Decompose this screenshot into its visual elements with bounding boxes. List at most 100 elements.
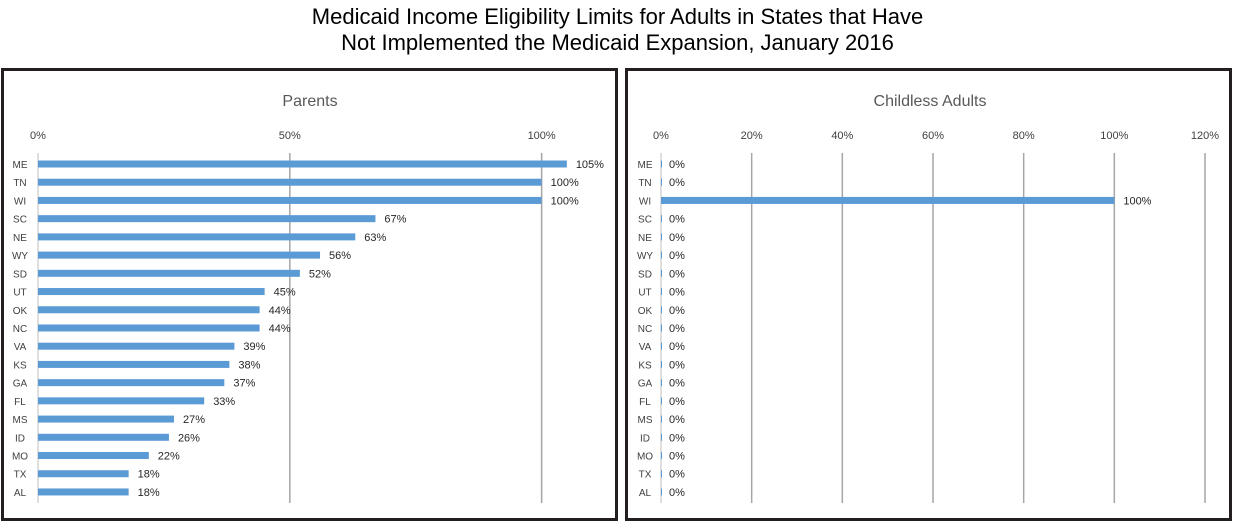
parents-bar [38, 397, 205, 405]
childless-adults-data-label: 0% [669, 323, 685, 335]
main-title-line-2: Not Implemented the Medicaid Expansion, … [341, 30, 894, 55]
childless-adults-tick-label: 120% [1191, 130, 1219, 142]
childless-adults-category-label: NC [638, 324, 652, 335]
parents-data-label: 39% [243, 341, 265, 353]
parents-data-label: 38% [238, 359, 260, 371]
childless-adults-bar [661, 306, 662, 314]
childless-adults-category-label: WY [637, 251, 653, 262]
parents-category-label: WY [12, 251, 28, 262]
parents-data-label: 63% [364, 232, 386, 244]
childless-adults-data-label: 0% [669, 232, 685, 244]
parents-bar [38, 379, 225, 387]
parents-tick-label: 100% [528, 130, 556, 142]
parents-data-label: 52% [309, 268, 331, 280]
parents-category-label: OK [13, 306, 28, 317]
parents-bar [38, 251, 321, 259]
parents-category-label: TX [14, 470, 27, 481]
parents-bar [38, 452, 149, 460]
parents-category-label: WI [14, 196, 26, 207]
childless-adults-bar [661, 160, 662, 168]
childless-adults-category-label: KS [638, 360, 652, 371]
parents-category-label: SD [13, 269, 27, 280]
childless-adults-bar [661, 488, 662, 496]
parents-data-label: 22% [158, 451, 180, 463]
childless-adults-category-label: MS [638, 415, 653, 426]
childless-adults-data-label: 0% [669, 414, 685, 426]
childless-adults-bar [661, 415, 662, 423]
childless-adults-tick-label: 60% [922, 130, 944, 142]
parents-data-label: 45% [274, 287, 296, 299]
childless-adults-bar [661, 379, 662, 387]
childless-adults-bar [661, 215, 662, 223]
parents-bar [38, 233, 356, 241]
childless-adults-category-label: OK [638, 306, 653, 317]
parents-tick-label: 50% [279, 130, 301, 142]
childless-adults-bar [661, 233, 662, 241]
parents-bar [38, 196, 542, 204]
childless-adults-bar [661, 269, 662, 277]
parents-data-label: 37% [233, 378, 255, 390]
childless-adults-bar [661, 452, 662, 460]
parents-category-label: TN [13, 178, 26, 189]
childless-adults-data-label: 0% [669, 378, 685, 390]
main-title-line-1: Medicaid Income Eligibility Limits for A… [311, 4, 924, 29]
parents-data-label: 105% [576, 159, 604, 171]
childless-adults-bar [661, 178, 662, 186]
parents-data-label: 56% [329, 250, 351, 262]
childless-adults-chart: Childless Adults 0% 20% 40% 60% 80% 100% 120% ME… [637, 93, 1219, 503]
parents-bar [38, 160, 567, 168]
childless-adults-data-label: 0% [669, 268, 685, 280]
parents-bar [38, 415, 174, 423]
childless-adults-data-label: 100% [1123, 195, 1151, 207]
childless-adults-bar [661, 196, 1115, 204]
childless-adults-category-label: SC [638, 215, 652, 226]
parents-data-label: 33% [213, 396, 235, 408]
childless-adults-category-label: ID [640, 433, 650, 444]
childless-adults-bar [661, 251, 662, 259]
parents-category-label: VA [14, 342, 27, 353]
childless-adults-data-label: 0% [669, 487, 685, 499]
parents-data-label: 67% [384, 214, 406, 226]
parents-data-label: 18% [138, 487, 160, 499]
parents-data-label: 27% [183, 414, 205, 426]
childless-adults-category-label: MO [637, 452, 653, 463]
childless-adults-category-label: FL [639, 397, 651, 408]
childless-adults-tick-label: 0% [653, 130, 669, 142]
childless-adults-category-label: UT [638, 288, 651, 299]
childless-adults-data-label: 0% [669, 305, 685, 317]
childless-adults-category-label: AL [639, 488, 652, 499]
parents-category-label: NE [13, 233, 27, 244]
childless-adults-category-label: WI [639, 196, 651, 207]
childless-adults-bar [661, 360, 662, 368]
childless-adults-category-label: SD [638, 269, 652, 280]
parents-bar [38, 360, 230, 368]
parents-bar [38, 488, 129, 496]
parents-tick-label: 0% [30, 130, 46, 142]
childless-adults-bar [661, 470, 662, 478]
parents-category-label: AL [14, 488, 27, 499]
childless-adults-tick-label: 20% [741, 130, 763, 142]
parents-data-label: 44% [269, 323, 291, 335]
parents-bar [38, 178, 542, 186]
parents-category-label: ME [13, 160, 28, 171]
parents-bar [38, 342, 235, 350]
childless-adults-tick-label: 100% [1100, 130, 1128, 142]
parents-category-label: KS [13, 360, 27, 371]
childless-adults-title: Childless Adults [874, 93, 987, 110]
parents-bar [38, 288, 265, 296]
parents-bar [38, 470, 129, 478]
parents-category-label: ID [15, 433, 25, 444]
parents-category-label: GA [13, 379, 28, 390]
parents-data-label: 100% [551, 177, 579, 189]
childless-adults-bar [661, 324, 662, 332]
parents-category-label: MO [12, 452, 28, 463]
main-title: Medicaid Income Eligibility Limits for A… [0, 4, 1235, 56]
childless-adults-bar [661, 433, 662, 441]
parents-bar [38, 269, 300, 277]
parents-data-label: 26% [178, 432, 200, 444]
parents-category-label: UT [13, 288, 26, 299]
parents-chart-panel: Parents 0% 50% 100% ME 105% TN 100% WI 100% SC 67% N… [1, 68, 618, 521]
childless-adults-category-label: ME [638, 160, 653, 171]
childless-adults-tick-label: 40% [831, 130, 853, 142]
parents-bar [38, 306, 260, 314]
